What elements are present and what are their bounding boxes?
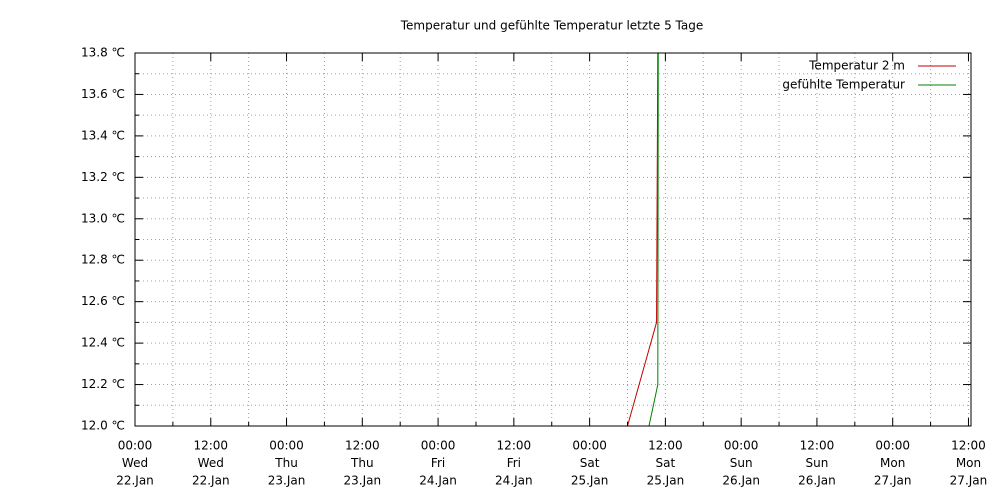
x-tick-label: 12:00	[648, 439, 683, 453]
y-tick-label: 12.6 ℃	[81, 294, 125, 308]
x-tick-label: 00:00	[269, 439, 304, 453]
x-tick-label: Sat	[580, 456, 600, 470]
x-tick-label: 23.Jan	[268, 474, 306, 488]
x-tick-label: Sun	[730, 456, 753, 470]
chart-title: Temperatur und gefühlte Temperatur letzt…	[400, 19, 704, 33]
y-tick-label: 12.2 ℃	[81, 377, 125, 391]
x-tick-label: 25.Jan	[571, 474, 609, 488]
x-tick-label: 00:00	[875, 439, 910, 453]
x-tick-label: 00:00	[724, 439, 759, 453]
x-tick-label: 24.Jan	[419, 474, 457, 488]
y-tick-label: 12.0 ℃	[81, 419, 125, 433]
y-tick-label: 13.8 ℃	[81, 46, 125, 60]
x-tick-label: Wed	[198, 456, 224, 470]
x-tick-label: 12:00	[497, 439, 532, 453]
series-line	[627, 53, 659, 426]
x-tick-label: 12:00	[345, 439, 380, 453]
x-tick-label: 25.Jan	[647, 474, 685, 488]
x-tick-label: 12:00	[951, 439, 986, 453]
x-tick-label: Sat	[656, 456, 676, 470]
x-tick-label: Thu	[350, 456, 374, 470]
y-tick-label: 13.4 ℃	[81, 128, 125, 142]
x-tick-label: 00:00	[118, 439, 153, 453]
y-tick-label: 12.8 ℃	[81, 253, 125, 267]
x-tick-label: 27.Jan	[950, 474, 988, 488]
x-tick-label: Mon	[956, 456, 981, 470]
x-tick-label: 00:00	[572, 439, 607, 453]
y-tick-label: 13.6 ℃	[81, 87, 125, 101]
y-tick-label: 13.2 ℃	[81, 170, 125, 184]
x-tick-label: 23.Jan	[344, 474, 382, 488]
x-tick-label: Sun	[806, 456, 829, 470]
x-tick-label: 22.Jan	[116, 474, 154, 488]
x-tick-label: 26.Jan	[722, 474, 760, 488]
y-tick-label: 13.0 ℃	[81, 211, 125, 225]
x-tick-label: Fri	[507, 456, 521, 470]
x-tick-label: 26.Jan	[798, 474, 836, 488]
x-tick-label: Mon	[880, 456, 905, 470]
x-tick-label: 24.Jan	[495, 474, 533, 488]
legend-label: Temperatur 2 m	[808, 59, 905, 73]
plot-area	[627, 53, 659, 426]
legend-label: gefühlte Temperatur	[782, 78, 905, 92]
x-tick-label: 12:00	[193, 439, 228, 453]
x-tick-label: 00:00	[421, 439, 456, 453]
grid	[134, 52, 971, 427]
x-tick-label: 27.Jan	[874, 474, 912, 488]
x-tick-label: 12:00	[800, 439, 835, 453]
plot-border	[134, 52, 972, 427]
x-tick-label: Fri	[431, 456, 445, 470]
x-tick-label: Thu	[274, 456, 298, 470]
x-tick-label: 22.Jan	[192, 474, 230, 488]
series-line	[648, 53, 659, 426]
y-tick-label: 12.4 ℃	[81, 336, 125, 350]
x-tick-label: Wed	[122, 456, 148, 470]
